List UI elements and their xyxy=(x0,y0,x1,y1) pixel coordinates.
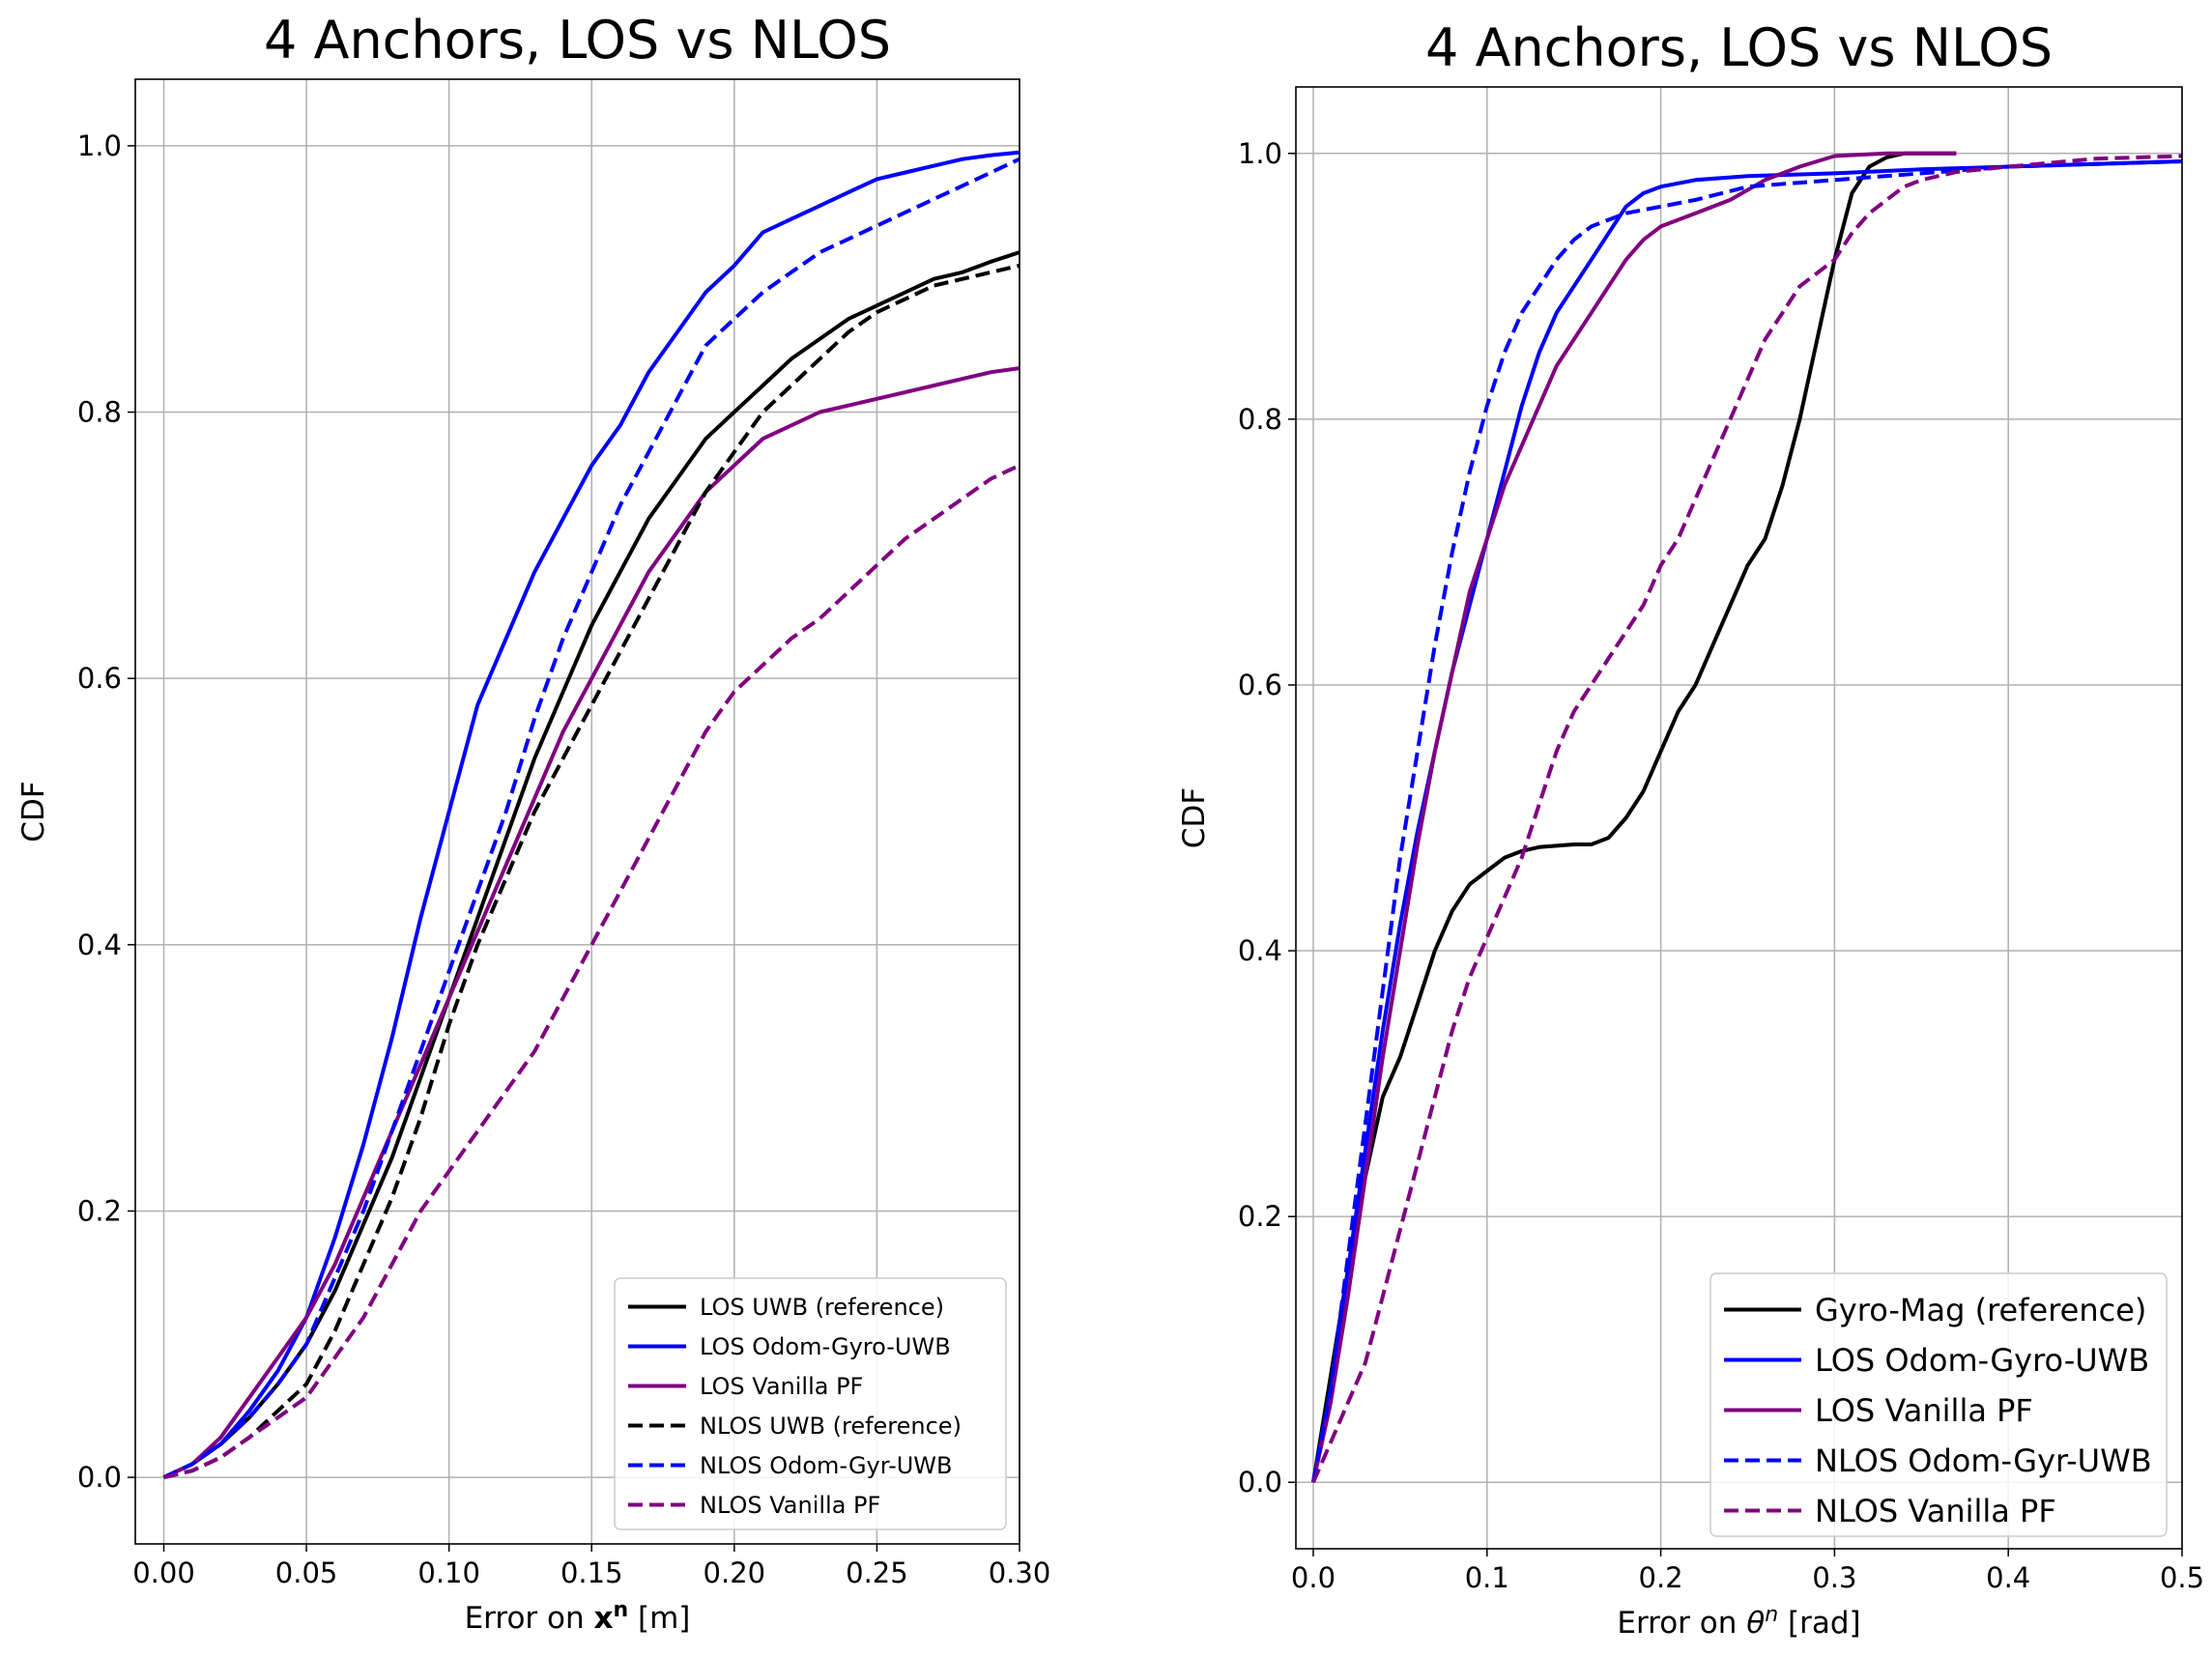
chart-2: 0.0 0.1 0.2 0.3 0.4 0.5 0.0 0.2 0.4 0.6 0.8 1.0 4 An… xyxy=(1177,17,2204,1641)
y-tick-label: 0.8 xyxy=(77,396,122,429)
y-tick-label: 0.0 xyxy=(77,1461,122,1494)
y-tick-label: 0.2 xyxy=(1238,1200,1282,1233)
x-axis-label-superscript: n xyxy=(613,1598,628,1622)
x-tick-label: 0.05 xyxy=(275,1556,338,1589)
legend: LOS UWB (reference) LOS Odom-Gyro-UWB LOS … xyxy=(614,1277,1007,1530)
legend-label: LOS Odom-Gyro-UWB xyxy=(700,1333,951,1360)
x-axis-label-text: Error on xyxy=(465,1601,594,1636)
legend-label: LOS Odom-Gyro-UWB xyxy=(1815,1342,2149,1379)
x-tick-label: 0.1 xyxy=(1465,1561,1509,1594)
series-line-nlos-odom-gyr-uwb xyxy=(1311,159,2182,1483)
legend-label: LOS UWB (reference) xyxy=(700,1294,944,1321)
legend: Gyro-Mag (reference) LOS Odom-Gyro-UWB LOS… xyxy=(1709,1272,2168,1537)
x-axis-label-unit: [rad] xyxy=(1778,1606,1860,1641)
series-group xyxy=(162,150,1020,1480)
x-tick-label: 0.00 xyxy=(132,1556,195,1589)
y-tick-label: 0.2 xyxy=(77,1194,122,1227)
x-tick-label: 0.15 xyxy=(560,1556,623,1589)
y-tick-label: 0.4 xyxy=(1238,934,1282,967)
legend-label: Gyro-Mag (reference) xyxy=(1815,1292,2146,1328)
series-group xyxy=(1311,151,2182,1484)
series-line-los-vanilla-pf xyxy=(1311,151,1957,1483)
legend-label: LOS Vanilla PF xyxy=(700,1373,863,1400)
x-tick-label: 0.4 xyxy=(1986,1561,2030,1594)
y-tick-label: 0.0 xyxy=(1238,1466,1282,1499)
y-tick-label: 0.6 xyxy=(1238,669,1282,701)
series-line-nlos-vanilla-pf xyxy=(1311,154,2182,1484)
x-tick-label: 0.10 xyxy=(417,1556,480,1589)
y-axis-label: CDF xyxy=(1177,787,1212,848)
x-tick-label: 0.2 xyxy=(1639,1561,1683,1594)
x-axis-label-superscript: n xyxy=(1765,1603,1778,1627)
y-tick-label: 0.6 xyxy=(77,662,122,695)
x-axis-label-symbol: θ xyxy=(1746,1606,1765,1641)
x-axis-label-unit: [m] xyxy=(628,1601,690,1636)
legend-label: NLOS Odom-Gyr-UWB xyxy=(1815,1442,2152,1479)
series-line-los-vanilla-pf xyxy=(162,366,1020,1479)
series-line-los-odom-gyro-uwb xyxy=(1311,159,2182,1483)
legend-box xyxy=(1709,1272,2168,1537)
chart-title: 4 Anchors, LOS vs NLOS xyxy=(264,10,891,71)
y-tick-label: 0.4 xyxy=(77,928,122,961)
legend-label: NLOS Odom-Gyr-UWB xyxy=(700,1452,953,1479)
x-axis-label-symbol: x xyxy=(593,1601,613,1636)
series-line-nlos-odom-gyr-uwb xyxy=(162,157,1020,1479)
y-tick-label: 0.8 xyxy=(1238,403,1282,436)
axes-frame xyxy=(134,78,1020,1545)
legend-box xyxy=(614,1277,1007,1530)
y-tick-label: 1.0 xyxy=(77,129,122,162)
legend-label: NLOS UWB (reference) xyxy=(700,1413,962,1440)
x-axis-label: Error on θn [rad] xyxy=(1617,1603,1860,1641)
series-line-nlos-vanilla-pf xyxy=(163,463,1020,1480)
chart-1: 0.00 0.05 0.10 0.15 0.20 0.25 0.30 0.0 0.2 0.4 0.6… xyxy=(16,10,1050,1636)
x-tick-label: 0.3 xyxy=(1812,1561,1856,1594)
legend-label: LOS Vanilla PF xyxy=(1815,1392,2033,1429)
x-tick-label: 0.5 xyxy=(2160,1561,2204,1594)
legend-label: NLOS Vanilla PF xyxy=(700,1492,880,1519)
legend-label: NLOS Vanilla PF xyxy=(1815,1493,2056,1529)
x-tick-label: 0.0 xyxy=(1291,1561,1336,1594)
axes-frame xyxy=(1295,86,2183,1550)
chart-title: 4 Anchors, LOS vs NLOS xyxy=(1425,17,2053,78)
x-tick-label: 0.30 xyxy=(989,1556,1051,1589)
x-axis-label: Error on xn [m] xyxy=(465,1598,691,1636)
x-tick-label: 0.20 xyxy=(704,1556,766,1589)
y-axis-label: CDF xyxy=(16,781,51,842)
x-tick-label: 0.25 xyxy=(846,1556,908,1589)
x-axis-label-text: Error on xyxy=(1617,1606,1746,1641)
y-tick-label: 1.0 xyxy=(1238,137,1282,170)
series-line-nlos-uwb-reference xyxy=(163,263,1020,1480)
